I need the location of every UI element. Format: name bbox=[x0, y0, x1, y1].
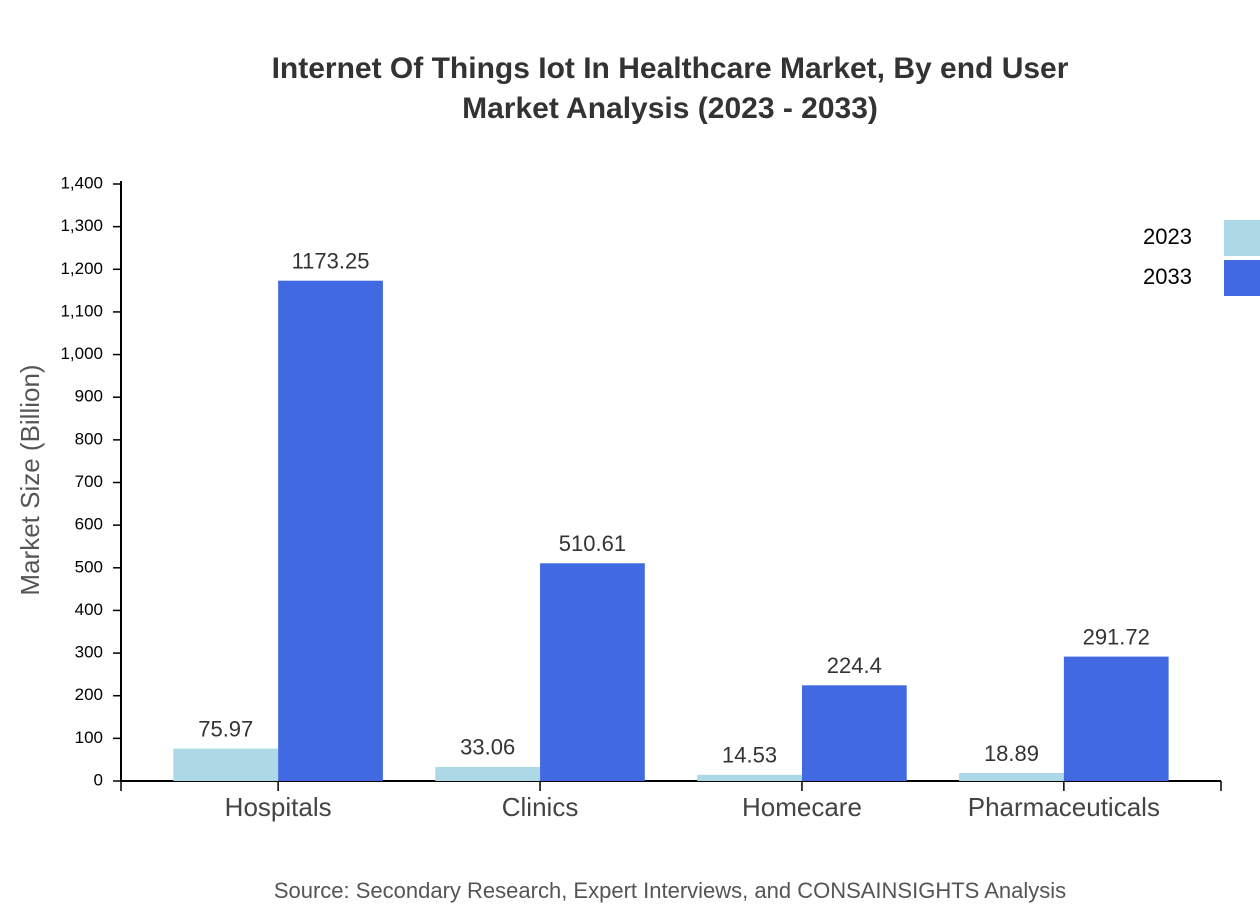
y-tick-label: 800 bbox=[75, 429, 103, 448]
y-tick-label: 900 bbox=[75, 387, 103, 406]
value-label: 510.61 bbox=[559, 531, 626, 556]
bar bbox=[1063, 656, 1169, 781]
value-label: 14.53 bbox=[722, 743, 777, 768]
x-tick-label: Homecare bbox=[742, 792, 862, 822]
y-tick-label: 100 bbox=[75, 728, 103, 747]
y-tick-label: 1,400 bbox=[60, 173, 103, 192]
y-axis-label: Market Size (Billion) bbox=[15, 364, 45, 595]
y-tick-label: 1,000 bbox=[60, 344, 103, 363]
y-tick-label: 600 bbox=[75, 515, 103, 534]
legend-label: 2023 bbox=[1143, 224, 1192, 249]
value-label: 224.4 bbox=[827, 653, 882, 678]
chart-title: Internet Of Things Iot In Healthcare Mar… bbox=[272, 52, 1069, 85]
x-tick-label: Pharmaceuticals bbox=[968, 792, 1160, 822]
y-tick-label: 300 bbox=[75, 643, 103, 662]
legend-label: 2033 bbox=[1143, 264, 1192, 289]
y-tick-label: 1,300 bbox=[60, 216, 103, 235]
bar bbox=[697, 774, 802, 781]
y-tick-label: 1,100 bbox=[60, 301, 103, 320]
chart-title: Market Analysis (2023 - 2033) bbox=[462, 92, 878, 125]
x-tick-label: Clinics bbox=[502, 792, 579, 822]
bar bbox=[435, 766, 541, 781]
y-tick-label: 0 bbox=[94, 770, 103, 789]
y-tick-label: 500 bbox=[75, 557, 103, 576]
bar bbox=[173, 748, 279, 781]
source-note: Source: Secondary Research, Expert Inter… bbox=[274, 878, 1066, 903]
value-label: 1173.25 bbox=[292, 249, 370, 274]
y-tick-label: 700 bbox=[75, 472, 103, 491]
bar bbox=[278, 280, 383, 781]
y-tick-label: 200 bbox=[75, 685, 103, 704]
value-label: 33.06 bbox=[460, 735, 515, 760]
legend-swatch bbox=[1224, 220, 1260, 256]
value-label: 18.89 bbox=[984, 741, 1039, 766]
bar bbox=[540, 563, 645, 781]
x-tick-label: Hospitals bbox=[225, 792, 332, 822]
value-label: 291.72 bbox=[1083, 624, 1150, 649]
legend-swatch bbox=[1224, 260, 1260, 296]
value-label: 75.97 bbox=[198, 716, 253, 741]
y-tick-label: 1,200 bbox=[60, 259, 103, 278]
bar bbox=[801, 685, 907, 781]
bar bbox=[959, 772, 1064, 781]
y-tick-label: 400 bbox=[75, 600, 103, 619]
